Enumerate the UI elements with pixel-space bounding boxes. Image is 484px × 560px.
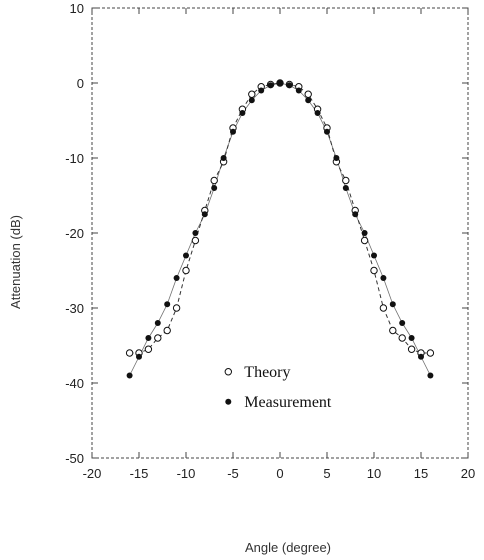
x-tick-label: 15 bbox=[414, 466, 428, 481]
theory-point bbox=[389, 326, 397, 335]
y-tick-label: 10 bbox=[70, 1, 84, 16]
legend-theory-label: Theory bbox=[244, 364, 290, 381]
measurement-point bbox=[399, 320, 406, 326]
theory-point bbox=[210, 176, 218, 185]
measurement-point bbox=[239, 110, 246, 116]
theory-point bbox=[342, 176, 350, 185]
measurement-point bbox=[192, 230, 199, 236]
measurement-point bbox=[314, 110, 321, 116]
measurement-point bbox=[277, 80, 283, 86]
measurement-point bbox=[136, 353, 142, 360]
theory-point bbox=[144, 345, 153, 353]
measurement-point bbox=[173, 275, 180, 281]
measurement-point bbox=[220, 155, 227, 161]
measurement-point bbox=[154, 320, 161, 326]
chart-legend: Theory Measurement bbox=[224, 364, 332, 411]
measurement-point bbox=[418, 353, 424, 360]
theory-point bbox=[379, 304, 388, 312]
measurement-point bbox=[258, 87, 265, 94]
measurement-series-line bbox=[129, 82, 431, 376]
theory-point bbox=[370, 266, 378, 275]
theory-point bbox=[398, 334, 406, 342]
measurement-point bbox=[164, 301, 171, 308]
measurement-point bbox=[333, 155, 340, 161]
y-tick-label: 0 bbox=[77, 76, 84, 91]
measurement-point bbox=[267, 82, 274, 89]
measurement-point bbox=[324, 128, 330, 135]
measurement-point bbox=[201, 211, 208, 218]
y-tick-label: -30 bbox=[65, 301, 84, 316]
theory-point bbox=[407, 345, 416, 353]
measurement-point bbox=[371, 252, 377, 259]
x-axis-title: Angle (degree) bbox=[245, 540, 331, 555]
x-tick-label: -10 bbox=[177, 466, 196, 481]
measurement-point bbox=[361, 230, 368, 236]
measurement-point bbox=[427, 372, 434, 379]
measurement-point bbox=[352, 211, 359, 218]
theory-series-line bbox=[129, 82, 431, 354]
theory-point bbox=[172, 304, 181, 312]
x-tick-label: -20 bbox=[83, 466, 102, 481]
measurement-point bbox=[126, 372, 133, 379]
x-tick-label: 0 bbox=[276, 466, 283, 481]
x-tick-label: -5 bbox=[227, 466, 239, 481]
measurement-point bbox=[380, 275, 387, 281]
measurement-point bbox=[145, 335, 152, 341]
y-axis-title: Attenuation (dB) bbox=[8, 215, 23, 309]
y-tick-label: -20 bbox=[65, 226, 84, 241]
theory-point bbox=[163, 326, 171, 335]
theory-point bbox=[125, 349, 134, 357]
measurement-point bbox=[211, 185, 218, 191]
measurement-point bbox=[295, 87, 302, 94]
theory-point bbox=[304, 90, 312, 98]
y-tick-label: -10 bbox=[65, 151, 84, 166]
theory-point bbox=[426, 349, 435, 357]
plot-frame bbox=[91, 7, 469, 459]
measurement-point bbox=[408, 335, 415, 341]
theory-point bbox=[182, 266, 190, 275]
measurement-point bbox=[305, 97, 312, 104]
theory-point bbox=[191, 236, 200, 245]
legend-measurement-symbol bbox=[225, 398, 232, 405]
measurement-point bbox=[342, 185, 349, 191]
measurement-point bbox=[183, 252, 189, 259]
legend-theory-symbol bbox=[224, 368, 233, 376]
theory-point bbox=[154, 334, 162, 342]
measurement-point bbox=[286, 82, 293, 89]
x-tick-label: 10 bbox=[367, 466, 381, 481]
legend-measurement-label: Measurement bbox=[244, 394, 332, 411]
measurement-point bbox=[389, 301, 396, 308]
x-tick-label: 20 bbox=[461, 466, 475, 481]
measurement-point bbox=[248, 97, 255, 104]
x-tick-label: -15 bbox=[130, 466, 149, 481]
x-tick-label: 5 bbox=[323, 466, 330, 481]
theory-point bbox=[360, 236, 369, 245]
measurement-point bbox=[230, 128, 236, 135]
theory-point bbox=[248, 90, 256, 98]
y-tick-label: -50 bbox=[65, 451, 84, 466]
y-tick-label: -40 bbox=[65, 376, 84, 391]
